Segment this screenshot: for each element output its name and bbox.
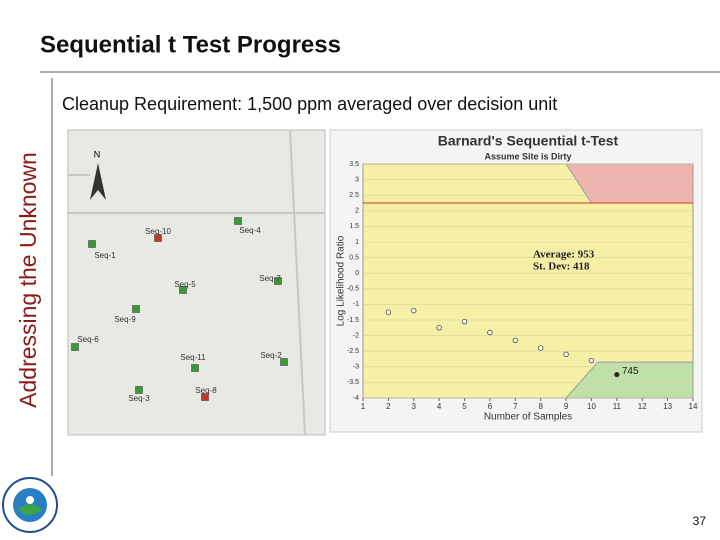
north-label: N bbox=[94, 149, 101, 159]
data-point bbox=[563, 351, 569, 358]
data-point bbox=[537, 345, 544, 351]
site-marker bbox=[274, 277, 282, 285]
map-panel bbox=[67, 129, 326, 436]
data-point bbox=[487, 329, 493, 336]
x-tick-label: 1 bbox=[361, 402, 366, 411]
site-marker bbox=[191, 364, 199, 372]
data-point bbox=[436, 325, 442, 331]
map-road bbox=[68, 129, 325, 436]
x-tick-label: 9 bbox=[564, 402, 569, 411]
site-marker bbox=[280, 358, 288, 366]
side-label: Addressing the Unknown bbox=[15, 152, 41, 408]
site-label: Seq-10 bbox=[145, 227, 171, 236]
data-point bbox=[512, 337, 519, 343]
y-tick-label: -2 bbox=[353, 332, 359, 339]
y-tick-label: 1.5 bbox=[349, 223, 359, 230]
site-label: Seq-9 bbox=[114, 315, 136, 324]
x-tick-label: 13 bbox=[663, 402, 672, 411]
site-marker bbox=[234, 217, 242, 225]
x-tick-label: 6 bbox=[488, 402, 493, 411]
subtitle: Cleanup Requirement: 1,500 ppm averaged … bbox=[62, 94, 557, 114]
y-tick-label: 2 bbox=[355, 208, 359, 215]
north-arrow bbox=[90, 163, 106, 200]
y-tick-label: -1 bbox=[353, 301, 359, 308]
site-marker bbox=[201, 393, 209, 401]
x-axis-label: Number of Samples bbox=[484, 412, 572, 423]
annotation: St. Dev: 418 bbox=[533, 261, 590, 273]
x-tick-label: 7 bbox=[513, 402, 518, 411]
site-label: Seq-3 bbox=[128, 394, 150, 403]
y-axis-label: Log Likelihood Ratio bbox=[336, 235, 347, 326]
x-tick-label: 14 bbox=[689, 402, 698, 411]
x-tick-label: 8 bbox=[538, 402, 543, 411]
site-marker bbox=[154, 234, 162, 242]
site-label: Seq-1 bbox=[94, 251, 116, 260]
y-tick-label: -2.5 bbox=[347, 348, 359, 355]
annotation: 745 bbox=[622, 366, 639, 377]
site-marker bbox=[132, 305, 140, 313]
annotation: Average: 953 bbox=[533, 249, 595, 261]
site-label: Seq-4 bbox=[239, 226, 261, 235]
page-number: 37 bbox=[693, 514, 707, 528]
x-tick-label: 5 bbox=[462, 402, 467, 411]
y-tick-label: -3.5 bbox=[347, 379, 359, 386]
y-tick-label: 2.5 bbox=[349, 192, 359, 199]
chart-subtitle: Assume Site is Dirty bbox=[484, 151, 571, 161]
site-label: Seq-8 bbox=[195, 386, 217, 395]
y-tick-label: -0.5 bbox=[347, 286, 359, 293]
data-point bbox=[614, 371, 620, 378]
data-point bbox=[461, 318, 468, 325]
x-tick-label: 3 bbox=[412, 402, 417, 411]
site-marker bbox=[179, 286, 187, 294]
y-tick-label: 3 bbox=[355, 176, 359, 183]
site-label: Seq-5 bbox=[174, 280, 196, 289]
slide-title: Sequential t Test Progress bbox=[40, 31, 341, 58]
site-label: Seq-11 bbox=[180, 353, 206, 362]
x-tick-label: 2 bbox=[386, 402, 391, 411]
data-point bbox=[588, 357, 595, 364]
site-label: Seq-7 bbox=[259, 274, 281, 283]
logo bbox=[2, 477, 58, 533]
y-tick-label: 0 bbox=[355, 270, 359, 277]
site-marker bbox=[135, 386, 143, 394]
site-marker bbox=[88, 240, 96, 248]
x-tick-label: 12 bbox=[638, 402, 647, 411]
site-marker bbox=[71, 343, 79, 351]
y-tick-label: -4 bbox=[353, 395, 359, 402]
data-point bbox=[411, 307, 417, 314]
y-tick-label: 0.5 bbox=[349, 254, 359, 261]
y-tick-label: 3.5 bbox=[349, 161, 359, 168]
chart-title: Barnard's Sequential t-Test bbox=[438, 133, 619, 149]
y-tick-label: -3 bbox=[353, 364, 359, 371]
y-tick-label: -1.5 bbox=[347, 317, 359, 324]
data-point bbox=[385, 309, 392, 315]
site-label: Seq-6 bbox=[77, 335, 99, 344]
x-tick-label: 11 bbox=[613, 402, 622, 411]
x-tick-label: 4 bbox=[437, 402, 442, 411]
x-tick-label: 10 bbox=[587, 402, 596, 411]
y-tick-label: 1 bbox=[355, 239, 359, 246]
site-label: Seq-2 bbox=[260, 351, 282, 360]
